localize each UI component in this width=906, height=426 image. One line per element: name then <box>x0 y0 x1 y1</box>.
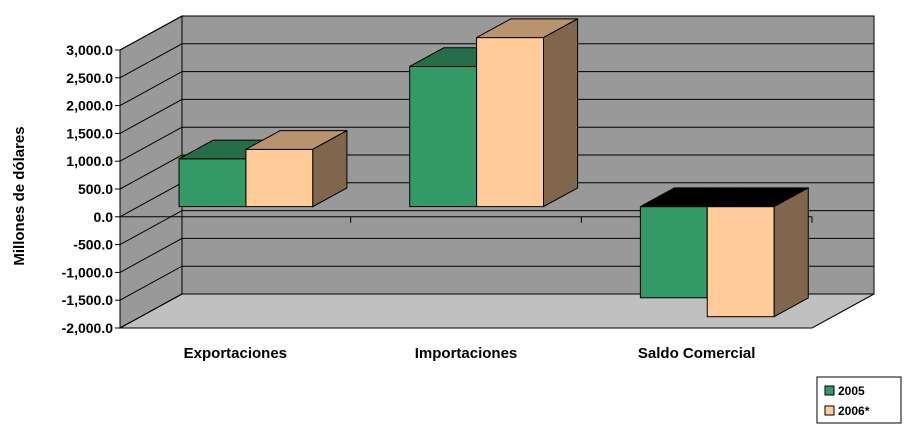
bar <box>245 129 348 208</box>
category-label: Importaciones <box>415 345 518 362</box>
y-tick-label: 1,500.0 <box>66 125 113 141</box>
bar <box>706 187 809 318</box>
y-tick-label: -1,000.0 <box>62 264 114 280</box>
legend-swatch <box>824 385 835 396</box>
gridline <box>119 43 874 79</box>
y-tick-label: 3,000.0 <box>66 42 113 58</box>
legend-entry-label: 2006* <box>838 404 870 418</box>
legend: 2005 2006* <box>816 376 902 424</box>
gridline <box>119 126 874 162</box>
y-tick-label: 2,000.0 <box>66 98 113 114</box>
y-tick-label: 500.0 <box>78 181 113 197</box>
bar-front <box>476 37 544 208</box>
y-tick-labels: 3,000.0 2,500.0 2,000.0 1,500.0 1,000.0 500.0… <box>62 42 114 336</box>
bar <box>476 18 579 208</box>
bar-front <box>409 65 478 208</box>
bar-front <box>706 206 775 318</box>
bars <box>178 18 809 318</box>
category-labels: Exportaciones Importaciones Saldo Comercia… <box>184 345 756 362</box>
gridline <box>119 98 874 134</box>
y-tick-label: -500.0 <box>73 237 113 253</box>
y-tick-label: -1,500.0 <box>62 292 114 308</box>
y-tick-label: 0.0 <box>94 209 114 225</box>
gridline <box>119 15 874 51</box>
category-label: Exportaciones <box>184 345 287 362</box>
gridline <box>119 71 874 107</box>
bar-side <box>542 18 579 208</box>
bar-side <box>312 129 348 208</box>
bar-front <box>639 206 708 299</box>
category-label: Saldo Comercial <box>638 345 756 362</box>
gridline <box>119 154 874 190</box>
bar-side <box>773 187 809 318</box>
bar-front <box>178 158 247 208</box>
gridlines <box>119 15 874 329</box>
y-tick-label: -2,000.0 <box>62 320 114 336</box>
bar-front <box>245 148 314 208</box>
y-tick-label: 1,000.0 <box>66 153 113 169</box>
legend-swatch <box>824 405 835 416</box>
y-tick-label: 2,500.0 <box>66 70 113 86</box>
y-axis-label: Millones de dólares <box>11 126 28 265</box>
legend-entry-label: 2005 <box>838 384 865 398</box>
